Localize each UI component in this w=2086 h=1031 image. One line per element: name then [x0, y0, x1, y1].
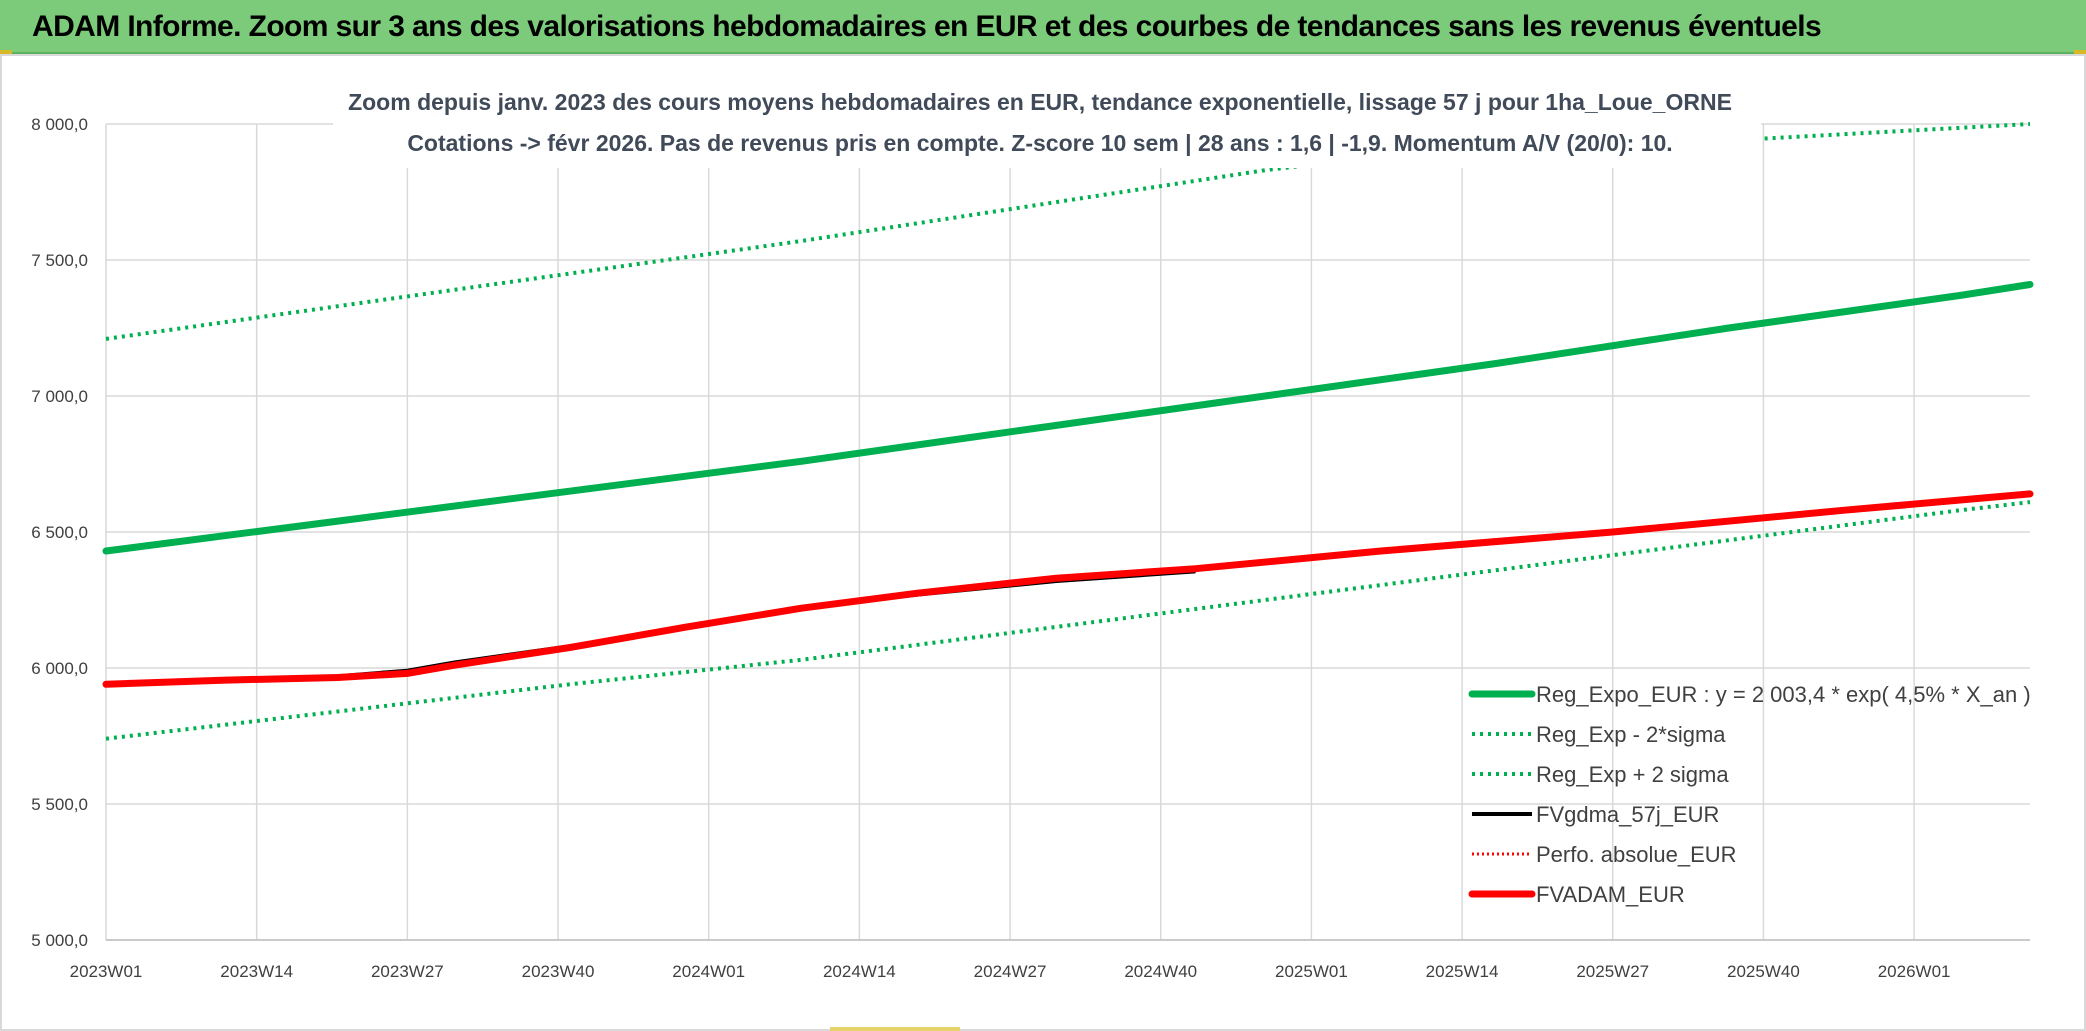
- x-tick-label: 2025W14: [1426, 962, 1499, 981]
- legend-label-0: Reg_Expo_EUR : y = 2 003,4 * exp( 4,5% *…: [1536, 682, 2031, 707]
- x-tick-label: 2023W01: [70, 962, 143, 981]
- subtitle-line-2: Cotations -> févr 2026. Pas de revenus p…: [407, 130, 1672, 156]
- y-tick-label: 7 000,0: [31, 387, 88, 406]
- y-tick-label: 8 000,0: [31, 115, 88, 134]
- x-tick-label: 2023W27: [371, 962, 444, 981]
- legend: Reg_Expo_EUR : y = 2 003,4 * exp( 4,5% *…: [1468, 682, 2031, 907]
- y-tick-label: 7 500,0: [31, 251, 88, 270]
- subtitle-line-1: Zoom depuis janv. 2023 des cours moyens …: [348, 89, 1732, 115]
- page-title: ADAM Informe. Zoom sur 3 ans des valoris…: [32, 10, 1822, 43]
- x-tick-label: 2024W14: [823, 962, 896, 981]
- subtitle-background: [333, 78, 1761, 168]
- x-tick-label: 2025W27: [1576, 962, 1649, 981]
- y-tick-label: 6 000,0: [31, 659, 88, 678]
- series-line-1: [105, 500, 2031, 741]
- grid-layer: [105, 123, 2030, 941]
- series-line-5: [102, 490, 2034, 688]
- x-tick-label: 2024W27: [974, 962, 1047, 981]
- x-tick-label: 2023W40: [522, 962, 595, 981]
- y-tick-label: 6 500,0: [31, 523, 88, 542]
- bottom-accent: [830, 1027, 960, 1031]
- legend-label-1: Reg_Exp - 2*sigma: [1536, 722, 1726, 747]
- series-line-2: [105, 122, 2031, 341]
- legend-label-2: Reg_Exp + 2 sigma: [1536, 762, 1729, 787]
- x-tick-label: 2024W01: [672, 962, 745, 981]
- legend-label-3: FVgdma_57j_EUR: [1536, 802, 1719, 827]
- y-tick-label: 5 000,0: [31, 931, 88, 950]
- chart-frame: [0, 54, 2086, 1031]
- y-tick-label: 5 500,0: [31, 795, 88, 814]
- series-line-0: [102, 281, 2034, 555]
- header-bar: ADAM Informe. Zoom sur 3 ans des valoris…: [0, 0, 2086, 54]
- x-tick-label: 2023W14: [220, 962, 293, 981]
- header-accent-left: [0, 50, 12, 54]
- subtitle-layer: Zoom depuis janv. 2023 des cours moyens …: [333, 78, 1761, 168]
- header-accent-right: [2074, 50, 2086, 54]
- x-tick-label: 2025W01: [1275, 962, 1348, 981]
- x-tick-label: 2025W40: [1727, 962, 1800, 981]
- legend-label-5: FVADAM_EUR: [1536, 882, 1685, 907]
- legend-label-4: Perfo. absolue_EUR: [1536, 842, 1737, 867]
- x-tick-label: 2024W40: [1124, 962, 1197, 981]
- series-layer: [102, 122, 2034, 741]
- axis-layer: 5 000,0 5 500,0 6 000,0 6 500,0 7 000,0 7 500…: [31, 115, 2030, 981]
- x-tick-label: 2026W01: [1878, 962, 1951, 981]
